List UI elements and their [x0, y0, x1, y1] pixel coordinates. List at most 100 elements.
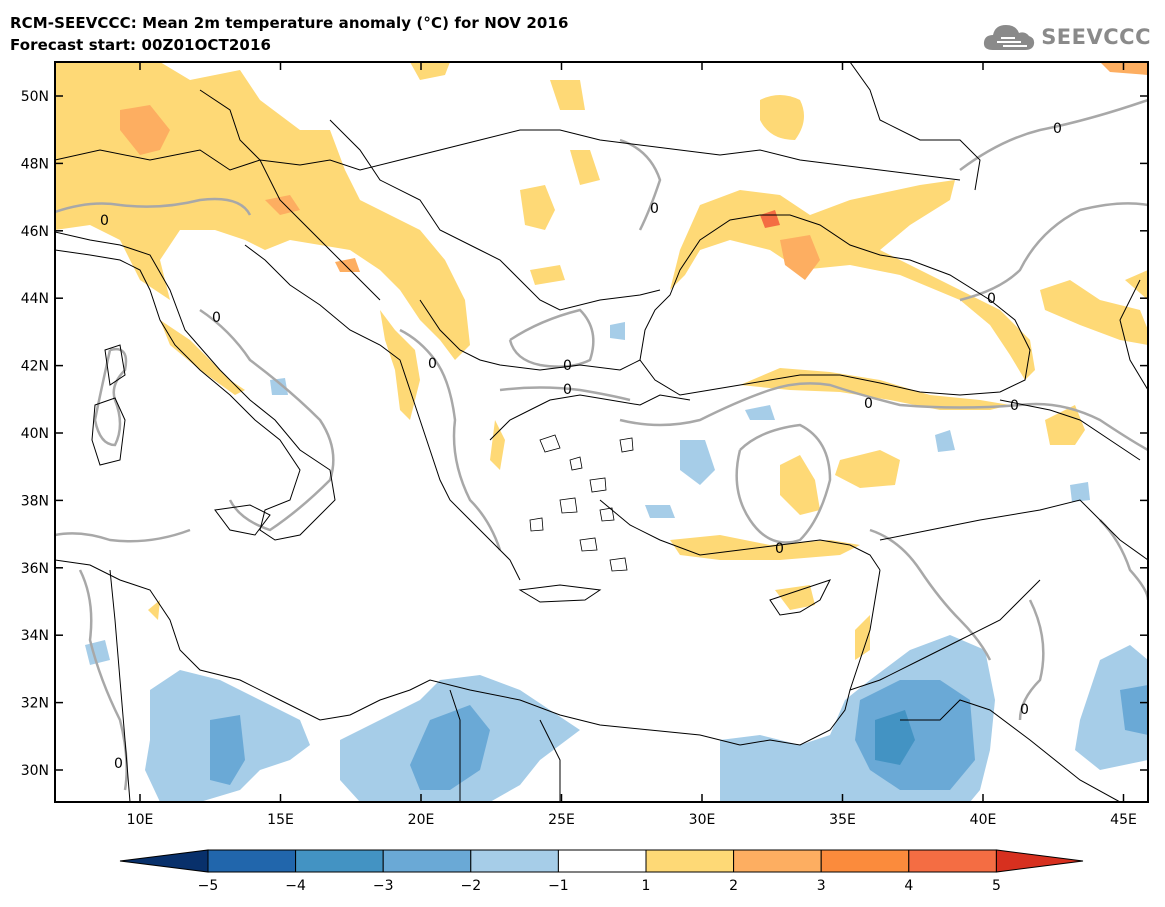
colorbar: −5 −4 −3 −2 −1 1 2 3 4 5 — [119, 849, 1084, 894]
lat-tick-label: 46N — [21, 224, 49, 240]
contour-line — [959, 98, 1148, 172]
colorbar-segment — [295, 849, 384, 873]
border-line — [1119, 279, 1148, 391]
contour-labels: 0 0 0 0 0 0 0 0 0 0 0 0 0 — [100, 121, 1062, 772]
crimea-warm-core — [780, 235, 820, 280]
lat-tick-label: 32N — [21, 696, 49, 712]
east-europe-warm-2 — [520, 185, 555, 230]
colorbar-segment — [820, 849, 910, 873]
lon-tick-label: 40E — [970, 812, 997, 828]
italy-cold-spot — [270, 378, 288, 395]
black-sea-south-warm — [740, 368, 1010, 410]
coastline — [489, 394, 691, 441]
colorbar-label: −2 — [460, 878, 481, 894]
contour-label: 0 — [212, 310, 221, 326]
strong-cold-regions — [210, 680, 1148, 790]
sardinia-outline — [91, 397, 126, 466]
black-sea-north-warm — [670, 180, 1035, 380]
border-line — [900, 699, 1121, 802]
east-turkey-warm — [1045, 405, 1085, 445]
cyprus-outline — [769, 579, 831, 616]
contour-line — [959, 202, 1148, 302]
lat-tick-label: 30N — [21, 763, 49, 779]
turkey-cold-spot-2 — [935, 430, 955, 452]
colorbar-segment — [557, 849, 647, 873]
contour-line — [499, 386, 631, 402]
forecast-start-label: Forecast start: 00Z01OCT2016 — [10, 36, 272, 54]
lat-tick-label: 38N — [21, 493, 49, 509]
turkey-warm-area — [780, 455, 820, 515]
colorbar-label: 1 — [642, 878, 651, 894]
contour-line — [869, 528, 992, 661]
border-line — [109, 569, 131, 802]
lat-tick-label: 36N — [21, 561, 49, 577]
aegean-islands — [529, 434, 634, 572]
contour-label: 0 — [114, 756, 123, 772]
anatolia-warm-area — [835, 450, 900, 488]
contour-label: 0 — [100, 213, 109, 229]
zero-contours — [55, 98, 1148, 791]
contour-label: 0 — [1010, 398, 1019, 414]
logo-text: SEEVCCC — [1041, 25, 1151, 49]
east-europe-warm-1 — [760, 95, 804, 140]
country-borders — [55, 62, 1148, 802]
lat-tick-label: 48N — [21, 156, 49, 172]
contour-line — [93, 347, 128, 447]
map-frame — [54, 61, 1149, 803]
very-cold-regions — [875, 710, 915, 765]
lon-tick-label: 20E — [408, 812, 435, 828]
alps-warm-core — [265, 195, 300, 215]
lat-tick-label: 34N — [21, 628, 49, 644]
border-line — [419, 299, 641, 371]
border-line — [199, 89, 381, 301]
colorbar-left-arrow — [119, 849, 209, 873]
lon-tick-label: 10E — [127, 812, 154, 828]
contour-label: 0 — [650, 201, 659, 217]
caucasus-warm-area — [1040, 280, 1148, 345]
lon-tick-label: 30E — [689, 812, 716, 828]
colorbar-right-arrow — [995, 849, 1084, 873]
levant-coast-warm — [855, 615, 870, 660]
jordan-cold-core — [855, 680, 975, 790]
map-title: RCM-SEEVCCC: Mean 2m temperature anomaly… — [10, 14, 569, 32]
contour-line — [1099, 519, 1148, 601]
jordan-cold-center — [875, 710, 915, 765]
iraq-cold-core — [1120, 685, 1148, 735]
romania-cold-spot — [610, 322, 625, 340]
contour-label: 0 — [987, 291, 996, 307]
colorbar-label: −4 — [285, 878, 306, 894]
contour-line — [735, 423, 832, 544]
colorbar-segment — [645, 849, 735, 873]
contour-label: 0 — [864, 396, 873, 412]
south-turkey-coast-warm — [670, 535, 860, 560]
longitude-axis: 10E 15E 20E 25E 30E 35E 40E 45E — [127, 62, 1137, 828]
colorbar-segment — [207, 849, 297, 873]
lat-tick-label: 50N — [21, 89, 49, 105]
black-sea-coast — [639, 214, 1031, 396]
colorbar-segment — [733, 849, 822, 873]
contour-line — [508, 308, 595, 368]
egypt-cold-core — [410, 705, 490, 790]
border-line — [849, 579, 1041, 691]
border-line — [849, 62, 981, 191]
anatolia-cold-area — [680, 440, 715, 485]
east-europe-warm-3 — [550, 80, 585, 110]
adriatic-coast-warm — [380, 310, 420, 420]
east-europe-warm-4 — [570, 150, 600, 185]
aegean-cold-spot — [645, 505, 675, 518]
libya-cold-core — [210, 715, 245, 785]
colorbar-label: 4 — [904, 878, 913, 894]
border-line — [329, 119, 661, 311]
iraq-cold-area — [1075, 645, 1148, 770]
crete-outline — [518, 584, 602, 603]
lon-tick-label: 15E — [267, 812, 294, 828]
lat-tick-label: 42N — [21, 359, 49, 375]
greek-coast-warm — [490, 420, 505, 470]
border-line — [539, 719, 561, 802]
contour-line — [619, 138, 662, 231]
colorbar-segment — [470, 849, 559, 873]
colorbar-segment — [908, 849, 997, 873]
turkey-cold-spot-1 — [745, 405, 775, 420]
lat-tick-label: 44N — [21, 291, 49, 307]
